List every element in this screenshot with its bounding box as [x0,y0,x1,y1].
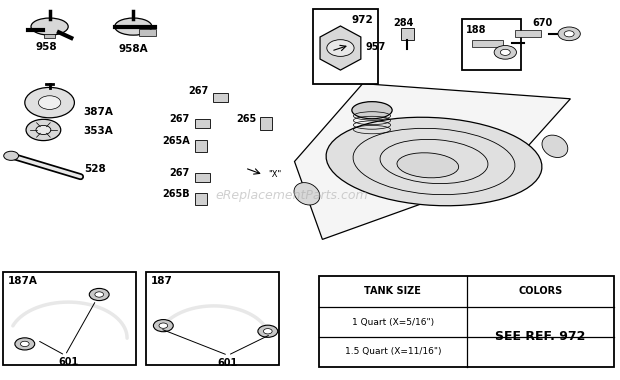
Circle shape [500,49,510,55]
Text: 387A: 387A [84,107,113,117]
Circle shape [95,292,104,297]
Text: 670: 670 [533,18,552,28]
Ellipse shape [294,183,320,205]
Ellipse shape [31,18,68,35]
Text: 958: 958 [36,43,57,52]
Circle shape [89,288,109,301]
Circle shape [558,27,580,41]
Text: 187: 187 [151,276,172,286]
Circle shape [264,329,272,334]
Text: 267: 267 [169,168,190,178]
Text: 528: 528 [84,164,105,174]
Text: 353A: 353A [84,126,113,136]
FancyBboxPatch shape [195,193,207,205]
FancyBboxPatch shape [195,119,210,128]
Circle shape [4,151,19,160]
Text: 187A: 187A [8,276,38,286]
Ellipse shape [397,153,459,178]
Text: 265: 265 [236,114,256,124]
Text: 1.5 Quart (X=11/16"): 1.5 Quart (X=11/16") [345,347,441,356]
Circle shape [26,119,61,141]
Text: 265B: 265B [162,189,190,199]
Ellipse shape [115,18,152,35]
Text: 958A: 958A [118,44,148,54]
Text: 957: 957 [366,43,386,52]
Circle shape [494,46,516,59]
FancyBboxPatch shape [44,34,55,38]
Circle shape [15,338,35,350]
Bar [146,272,279,365]
Text: SEE REF. 972: SEE REF. 972 [495,330,585,344]
FancyBboxPatch shape [515,30,541,37]
Circle shape [564,31,574,37]
FancyBboxPatch shape [260,117,272,130]
FancyBboxPatch shape [213,93,228,102]
Ellipse shape [326,117,542,206]
Ellipse shape [542,135,568,157]
Circle shape [36,125,51,135]
Circle shape [327,40,354,56]
Text: 601: 601 [218,358,238,368]
Bar [313,10,378,84]
Text: 284: 284 [393,18,413,28]
Ellipse shape [352,101,392,119]
Circle shape [159,323,167,328]
Bar [462,19,521,70]
FancyBboxPatch shape [195,140,207,152]
Polygon shape [294,84,570,239]
FancyBboxPatch shape [195,173,210,182]
Circle shape [25,87,74,118]
Text: 601: 601 [58,357,78,367]
Bar [319,276,614,367]
Circle shape [258,325,278,337]
Text: 972: 972 [352,15,373,25]
Circle shape [38,96,61,109]
Circle shape [20,341,29,347]
Polygon shape [320,26,361,70]
Circle shape [153,320,173,332]
Text: 265A: 265A [162,136,190,146]
Text: COLORS: COLORS [518,286,562,296]
Text: "X": "X" [268,170,281,179]
Text: 267: 267 [188,86,208,96]
Text: eReplacementParts.com: eReplacementParts.com [215,189,368,202]
FancyBboxPatch shape [401,28,414,40]
Text: 188: 188 [466,25,486,35]
Text: TANK SIZE: TANK SIZE [365,286,422,296]
FancyBboxPatch shape [139,29,156,36]
Text: 1 Quart (X=5/16"): 1 Quart (X=5/16") [352,318,434,326]
FancyBboxPatch shape [472,40,503,47]
Text: 267: 267 [169,114,190,124]
Bar [3,272,136,365]
